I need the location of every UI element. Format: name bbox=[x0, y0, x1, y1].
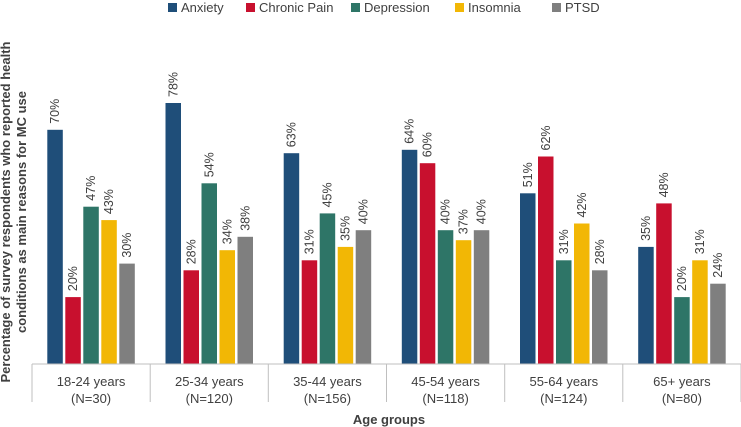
bar-2-3 bbox=[301, 260, 318, 364]
data-label-1-3: 63% bbox=[284, 122, 298, 147]
legend-swatch-4 bbox=[455, 3, 464, 12]
data-label-4-4: 37% bbox=[457, 209, 471, 234]
x-tick-labels: 18-24 years (N=30) 25-34 years (N=120) 35-44… bbox=[57, 374, 711, 406]
y-axis-title: Percentage of survey respondents who rep… bbox=[0, 41, 29, 382]
legend-label-2: Chronic Pain bbox=[259, 0, 333, 15]
bar-5-2 bbox=[237, 236, 253, 364]
legend-label-3: Depression bbox=[364, 0, 430, 15]
bars-layer: 70% 20% 47% 43% 30% 78% 28% 54% 34% 38% 63% 31% 45% 3… bbox=[47, 72, 726, 364]
x-tick-label-3: 35-44 years bbox=[293, 374, 362, 389]
bar-4-6 bbox=[692, 260, 708, 364]
y-axis-title-line-1: Percentage of survey respondents who rep… bbox=[0, 41, 13, 382]
data-label-3-5: 31% bbox=[557, 229, 571, 254]
data-label-2-3: 31% bbox=[302, 229, 316, 254]
data-label-2-4: 60% bbox=[421, 132, 435, 157]
data-label-5-2: 38% bbox=[238, 206, 252, 231]
bar-4-1 bbox=[101, 220, 117, 364]
data-label-3-4: 40% bbox=[439, 199, 453, 224]
data-label-1-4: 64% bbox=[403, 119, 417, 144]
bar-3-3 bbox=[319, 213, 336, 364]
x-tick-sample-size-6: (N=80) bbox=[662, 391, 702, 406]
bar-1-2 bbox=[165, 103, 181, 364]
x-tick-sample-size-1: (N=30) bbox=[71, 391, 111, 406]
data-label-1-2: 78% bbox=[166, 72, 180, 97]
x-axis-title: Age groups bbox=[353, 412, 425, 427]
data-label-1-1: 70% bbox=[48, 99, 62, 124]
bar-2-6 bbox=[656, 203, 672, 364]
bar-5-6 bbox=[710, 283, 726, 364]
x-tick-sample-size-5: (N=124) bbox=[540, 391, 587, 406]
bar-1-6 bbox=[638, 246, 654, 364]
bar-2-5 bbox=[538, 156, 554, 364]
y-axis-title-line-2: conditions as main reasons for MC use bbox=[14, 91, 29, 333]
axes-layer bbox=[31, 363, 741, 402]
bar-1-4 bbox=[401, 149, 418, 364]
data-label-3-2: 54% bbox=[202, 152, 216, 177]
data-label-3-1: 47% bbox=[84, 176, 98, 201]
data-label-2-1: 20% bbox=[66, 266, 80, 291]
data-label-5-5: 28% bbox=[593, 239, 607, 264]
legend-label-5: PTSD bbox=[565, 0, 600, 15]
bar-3-1 bbox=[83, 206, 99, 364]
data-label-1-6: 35% bbox=[639, 216, 653, 241]
bar-5-5 bbox=[592, 270, 608, 364]
x-tick-sample-size-2: (N=120) bbox=[186, 391, 233, 406]
legend-swatch-3 bbox=[351, 3, 360, 12]
data-label-4-1: 43% bbox=[102, 189, 116, 214]
x-tick-label-5: 55-64 years bbox=[529, 374, 598, 389]
bar-4-4 bbox=[455, 240, 472, 364]
legend-label-4: Insomnia bbox=[468, 0, 522, 15]
bar-1-3 bbox=[283, 153, 300, 364]
data-label-4-3: 35% bbox=[338, 216, 352, 241]
bar-4-5 bbox=[574, 223, 590, 364]
data-label-4-6: 31% bbox=[693, 229, 707, 254]
bar-5-1 bbox=[119, 263, 135, 364]
bar-3-4 bbox=[437, 230, 454, 364]
legend: Anxiety Chronic Pain Depression Insomnia PTS… bbox=[168, 0, 600, 15]
x-tick-label-6: 65+ years bbox=[653, 374, 711, 389]
bar-2-4 bbox=[419, 163, 436, 364]
data-label-1-5: 51% bbox=[521, 162, 535, 187]
data-label-4-5: 42% bbox=[575, 192, 589, 217]
data-label-2-5: 62% bbox=[539, 125, 553, 150]
data-label-5-1: 30% bbox=[120, 233, 134, 258]
bar-3-6 bbox=[674, 297, 690, 364]
bar-3-2 bbox=[201, 183, 217, 364]
data-label-3-6: 20% bbox=[675, 266, 689, 291]
legend-label-1: Anxiety bbox=[181, 0, 224, 15]
data-label-4-2: 34% bbox=[220, 219, 234, 244]
data-label-2-2: 28% bbox=[184, 239, 198, 264]
bar-1-5 bbox=[520, 193, 536, 364]
bar-5-3 bbox=[355, 230, 372, 364]
bar-1-1 bbox=[47, 129, 63, 364]
legend-swatch-2 bbox=[246, 3, 255, 12]
x-tick-sample-size-3: (N=156) bbox=[304, 391, 351, 406]
x-tick-label-2: 25-34 years bbox=[175, 374, 244, 389]
bar-2-2 bbox=[183, 270, 199, 364]
data-label-5-3: 40% bbox=[356, 199, 370, 224]
bar-4-2 bbox=[219, 250, 235, 364]
bar-2-1 bbox=[65, 297, 81, 364]
legend-swatch-5 bbox=[552, 3, 561, 12]
bar-5-4 bbox=[473, 230, 490, 364]
data-label-5-4: 40% bbox=[475, 199, 489, 224]
bar-4-3 bbox=[337, 246, 354, 364]
data-label-5-6: 24% bbox=[711, 253, 725, 278]
legend-swatch-1 bbox=[168, 3, 177, 12]
bar-3-5 bbox=[556, 260, 572, 364]
x-tick-sample-size-4: (N=118) bbox=[422, 391, 468, 406]
data-label-2-6: 48% bbox=[657, 172, 671, 197]
x-tick-label-1: 18-24 years bbox=[57, 374, 126, 389]
data-label-3-3: 45% bbox=[320, 182, 334, 207]
x-tick-label-4: 45-54 years bbox=[411, 374, 480, 389]
